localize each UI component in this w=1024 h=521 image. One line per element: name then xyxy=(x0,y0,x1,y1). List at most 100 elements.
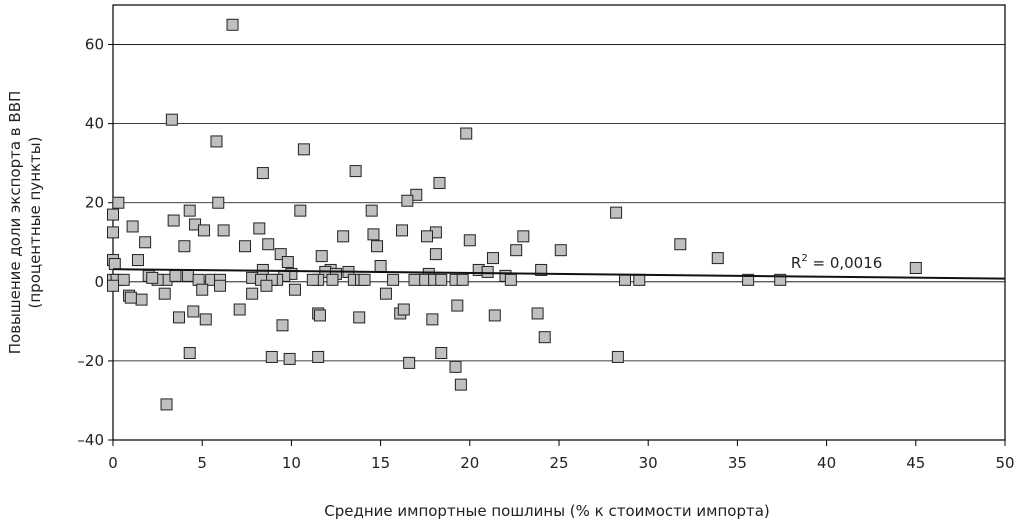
data-point xyxy=(619,273,632,286)
data-point xyxy=(187,305,200,318)
data-point xyxy=(433,176,446,189)
x-tick-label: 15 xyxy=(371,454,390,472)
data-point xyxy=(274,248,287,261)
y-axis-title-line2: (процентные пункты) xyxy=(26,137,44,309)
data-point xyxy=(374,260,387,272)
data-point xyxy=(297,143,310,156)
x-tick-label: 0 xyxy=(108,454,118,472)
data-point xyxy=(108,258,121,271)
data-point xyxy=(633,273,646,286)
data-point xyxy=(486,252,499,265)
data-point xyxy=(246,287,259,300)
data-point xyxy=(371,240,384,253)
trendline xyxy=(112,268,1006,280)
data-point xyxy=(131,254,144,267)
data-point xyxy=(167,214,180,227)
data-point xyxy=(178,240,191,253)
data-point xyxy=(126,220,139,233)
x-tick-label: 50 xyxy=(995,454,1014,472)
data-point xyxy=(435,347,448,359)
y-axis-title-line1: Повышение доли экспорта в ВВП xyxy=(6,91,24,355)
data-point xyxy=(449,360,462,373)
data-point xyxy=(426,313,439,326)
data-point xyxy=(396,224,409,237)
data-point xyxy=(226,18,239,31)
data-point xyxy=(306,273,319,286)
data-point xyxy=(742,273,755,286)
data-point xyxy=(276,319,289,332)
data-point xyxy=(217,224,230,237)
data-point xyxy=(326,273,339,286)
data-point xyxy=(107,279,119,292)
data-point xyxy=(554,244,567,257)
data-point xyxy=(674,238,687,251)
x-tick-label: 40 xyxy=(817,454,836,472)
data-point xyxy=(420,230,433,243)
data-point xyxy=(517,230,530,243)
data-point xyxy=(429,248,442,261)
data-point xyxy=(379,287,392,300)
data-point xyxy=(181,269,194,282)
data-point xyxy=(538,331,551,344)
data-point xyxy=(610,206,623,219)
x-tick-label: 20 xyxy=(460,454,479,472)
axis-ticks: –40 –20 0 20 40 60 0 5 10 15 20 25 30 35 40 45 50 xyxy=(77,36,1014,472)
data-point xyxy=(107,226,119,239)
data-point xyxy=(460,127,473,140)
data-point xyxy=(165,113,178,126)
data-point xyxy=(401,194,414,207)
x-tick-label: 5 xyxy=(197,454,207,472)
data-point xyxy=(173,311,186,324)
data-point xyxy=(160,398,173,411)
data-point xyxy=(288,283,301,296)
data-point xyxy=(260,279,273,292)
x-tick-label: 35 xyxy=(728,454,747,472)
data-point xyxy=(265,350,278,363)
data-point xyxy=(481,265,494,278)
data-point xyxy=(107,208,119,221)
data-point xyxy=(358,273,371,286)
data-point xyxy=(774,273,787,286)
data-point xyxy=(281,256,294,269)
data-point xyxy=(183,204,196,217)
data-point xyxy=(435,273,448,286)
plot-area xyxy=(112,4,1006,441)
data-point xyxy=(183,347,196,359)
data-point xyxy=(535,263,548,276)
data-point xyxy=(353,311,366,324)
data-point xyxy=(367,228,380,241)
y-tick-label: 20 xyxy=(85,194,104,212)
data-point xyxy=(365,204,378,217)
y-tick-label: 0 xyxy=(94,273,104,291)
data-point xyxy=(504,273,517,286)
data-point xyxy=(212,196,225,209)
data-point xyxy=(239,240,252,253)
data-point xyxy=(233,303,246,316)
data-point xyxy=(210,135,223,148)
data-point xyxy=(488,309,501,322)
data-point xyxy=(531,307,544,320)
data-point xyxy=(192,273,205,286)
data-point xyxy=(909,261,922,274)
data-point xyxy=(253,222,266,235)
data-point xyxy=(197,224,210,237)
data-point xyxy=(711,252,724,265)
data-point xyxy=(112,196,125,209)
data-point xyxy=(456,273,469,286)
data-point xyxy=(139,236,152,249)
data-point xyxy=(397,303,410,316)
x-tick-label: 10 xyxy=(282,454,301,472)
data-point xyxy=(312,350,325,363)
x-tick-label: 25 xyxy=(549,454,568,472)
y-tick-label: 40 xyxy=(85,115,104,133)
data-point xyxy=(294,204,307,217)
y-tick-label: –40 xyxy=(77,431,104,449)
data-point xyxy=(454,378,467,391)
data-point xyxy=(463,234,476,247)
x-tick-label: 45 xyxy=(906,454,925,472)
data-point xyxy=(262,238,275,251)
data-point xyxy=(611,350,624,363)
data-point xyxy=(199,313,212,326)
data-point xyxy=(146,271,159,284)
